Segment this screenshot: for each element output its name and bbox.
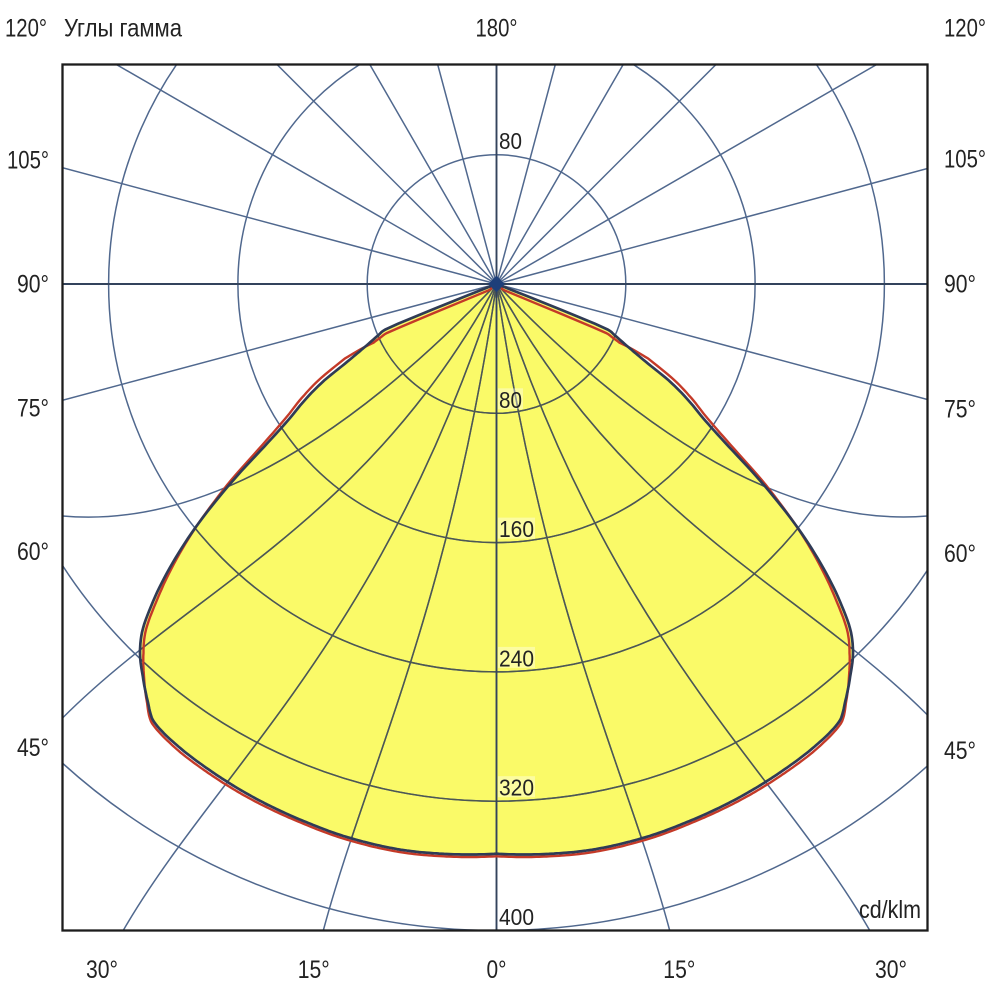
svg-text:400: 400 bbox=[499, 904, 534, 930]
svg-text:160: 160 bbox=[499, 516, 534, 542]
svg-text:75°: 75° bbox=[944, 396, 976, 424]
svg-text:15°: 15° bbox=[298, 956, 330, 984]
svg-text:240: 240 bbox=[499, 645, 534, 671]
svg-text:45°: 45° bbox=[944, 737, 976, 765]
svg-text:cd/klm: cd/klm bbox=[859, 896, 921, 924]
svg-text:90°: 90° bbox=[17, 271, 49, 299]
svg-text:0°: 0° bbox=[487, 956, 507, 984]
svg-text:75°: 75° bbox=[17, 395, 49, 423]
svg-text:120°: 120° bbox=[944, 15, 986, 43]
svg-text:320: 320 bbox=[499, 775, 534, 801]
svg-text:30°: 30° bbox=[875, 956, 907, 984]
svg-text:120°: 120° bbox=[5, 15, 47, 43]
svg-text:60°: 60° bbox=[944, 540, 976, 568]
svg-text:30°: 30° bbox=[86, 956, 118, 984]
svg-text:105°: 105° bbox=[7, 146, 49, 174]
svg-text:45°: 45° bbox=[17, 734, 49, 762]
svg-text:60°: 60° bbox=[17, 538, 49, 566]
svg-text:Углы гамма: Углы гамма bbox=[64, 15, 182, 43]
svg-text:15°: 15° bbox=[663, 956, 695, 984]
svg-text:180°: 180° bbox=[476, 15, 518, 43]
svg-text:80: 80 bbox=[499, 387, 522, 413]
svg-text:105°: 105° bbox=[944, 146, 986, 174]
svg-text:80: 80 bbox=[499, 128, 522, 154]
svg-text:90°: 90° bbox=[944, 271, 976, 299]
